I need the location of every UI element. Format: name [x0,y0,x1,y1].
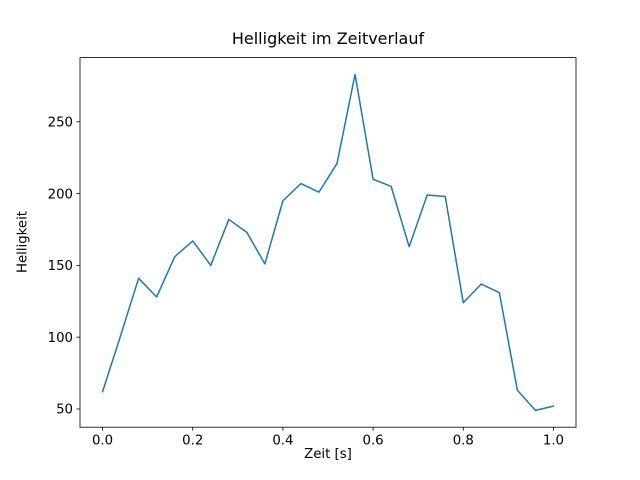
y-tick-label: 100 [48,331,73,346]
x-axis-label: Zeit [s] [304,447,352,462]
axes-spines [79,57,577,428]
x-tick-label: 0.8 [453,434,474,449]
x-tick-label: 0.2 [182,434,203,449]
brightness-data-line [101,73,555,412]
x-tick-label: 1.0 [543,434,564,449]
y-axis-label: Helligkeit [15,210,31,274]
chart-title: Helligkeit im Zeitverlauf [231,29,425,48]
y-tick-label: 150 [48,259,73,274]
y-tick-label: 250 [48,115,73,130]
x-tick-label: 0.4 [272,434,293,449]
y-tick-label: 200 [48,187,73,202]
y-tick-label: 50 [56,403,73,418]
x-tick-label: 0.6 [363,434,384,449]
x-tick-label: 0.0 [92,434,113,449]
